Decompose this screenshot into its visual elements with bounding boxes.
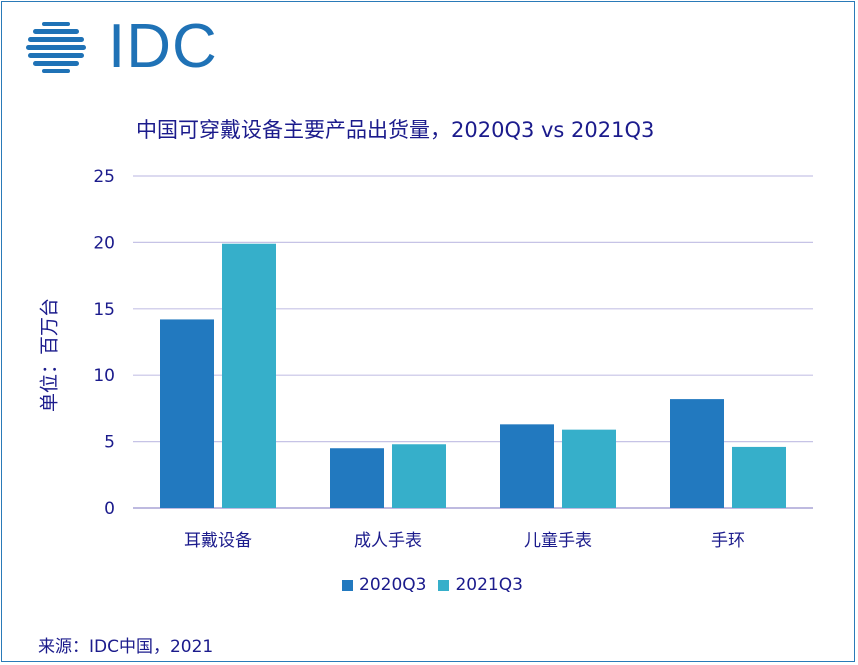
bar-2021q3-2 [562, 429, 616, 508]
legend-label-2020q3: 2020Q3 [359, 575, 427, 595]
chart-title: 中国可穿戴设备主要产品出货量，2020Q3 vs 2021Q3 [136, 118, 655, 142]
bar-2021q3-1 [392, 444, 446, 508]
bar-2020q3-3 [670, 399, 724, 508]
bar-2020q3-0 [160, 319, 214, 508]
bar-2021q3-0 [222, 243, 276, 508]
y-tick-label: 0 [104, 499, 115, 519]
legend-label-2021q3: 2021Q3 [455, 575, 523, 595]
source-note: 来源：IDC中国，2021 [38, 637, 214, 657]
x-category-label: 儿童手表 [524, 531, 592, 551]
idc-logo: IDC [26, 12, 218, 81]
bar-2020q3-2 [500, 424, 554, 508]
logo-text: IDC [108, 12, 218, 81]
legend: 2020Q3 2021Q3 [342, 575, 523, 595]
legend-swatch-2020q3 [342, 579, 353, 591]
legend-item-2021q3: 2021Q3 [438, 575, 523, 595]
x-category-label: 成人手表 [354, 531, 422, 551]
bar-2020q3-1 [330, 448, 384, 508]
y-tick-label: 10 [93, 366, 115, 386]
x-category-label: 手环 [711, 531, 745, 551]
x-category-label: 耳戴设备 [184, 531, 252, 551]
legend-swatch-2021q3 [438, 579, 450, 591]
y-tick-label: 25 [93, 167, 115, 187]
bar-2021q3-3 [732, 446, 786, 508]
y-tick-label: 20 [93, 233, 115, 253]
legend-item-2020q3: 2020Q3 [342, 575, 426, 595]
y-tick-label: 15 [93, 300, 115, 320]
idc-globe-icon [26, 22, 86, 73]
y-tick-label: 5 [104, 433, 115, 453]
